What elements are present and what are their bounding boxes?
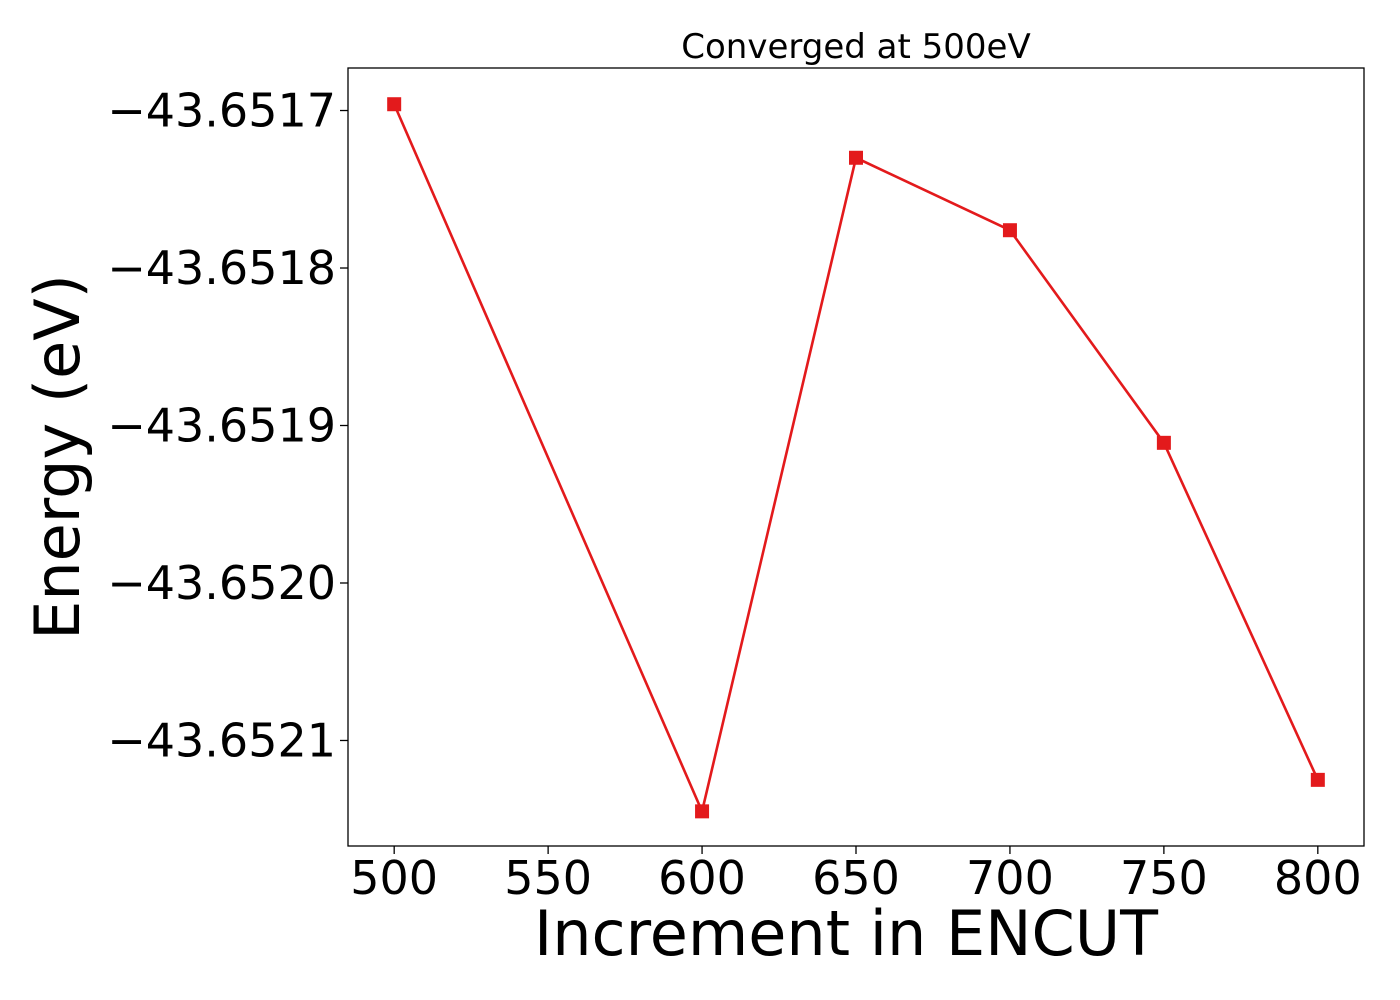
data-point bbox=[1310, 772, 1325, 787]
y-axis-label: Energy (eV) bbox=[21, 274, 94, 640]
series-group bbox=[387, 97, 1325, 819]
chart-title: Converged at 500eV bbox=[681, 27, 1030, 67]
plot-frame bbox=[347, 67, 1365, 847]
data-point bbox=[1156, 435, 1171, 450]
y-tick-label: −43.6519 bbox=[107, 399, 336, 453]
data-point bbox=[387, 97, 402, 112]
x-tick-label: 500 bbox=[350, 851, 438, 905]
y-tick-label: −43.6518 bbox=[107, 241, 336, 295]
y-axis-ticks: −43.6517 −43.6518 −43.6519 −43.6520 −43.6521 bbox=[107, 84, 348, 767]
series-line bbox=[392, 103, 1320, 816]
data-point bbox=[1002, 223, 1017, 238]
x-tick-label: 800 bbox=[1274, 851, 1362, 905]
y-tick-label: −43.6521 bbox=[107, 713, 336, 767]
x-tick-label: 650 bbox=[812, 851, 900, 905]
x-axis-label: Increment in ENCUT bbox=[534, 897, 1159, 970]
data-point bbox=[849, 150, 863, 165]
x-axis-ticks: 500 550 600 650 700 750 800 bbox=[350, 846, 1362, 905]
x-tick-label: 750 bbox=[1120, 851, 1208, 905]
x-tick-label: 600 bbox=[658, 851, 746, 905]
y-tick-label: −43.6520 bbox=[107, 556, 336, 610]
y-tick-label: −43.6517 bbox=[107, 84, 336, 138]
data-point bbox=[695, 804, 710, 819]
x-tick-label: 700 bbox=[966, 851, 1054, 905]
x-tick-label: 550 bbox=[504, 851, 592, 905]
